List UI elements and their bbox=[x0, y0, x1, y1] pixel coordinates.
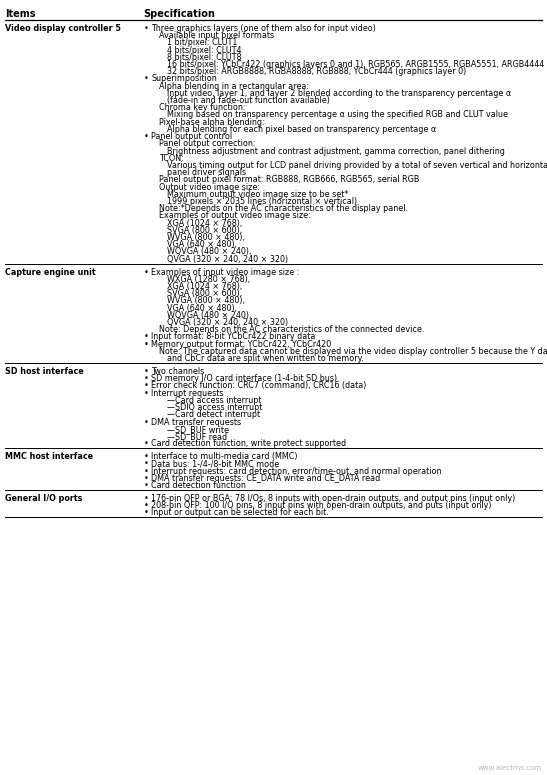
Text: Pixel-base alpha blending:: Pixel-base alpha blending: bbox=[160, 118, 265, 126]
Text: 8 bits/pixel: CLUT8: 8 bits/pixel: CLUT8 bbox=[167, 53, 242, 62]
Text: •: • bbox=[143, 74, 148, 84]
Text: (fade-in and fade-out function available): (fade-in and fade-out function available… bbox=[167, 96, 330, 105]
Text: Available input pixel formats: Available input pixel formats bbox=[160, 31, 275, 40]
Text: Items: Items bbox=[5, 9, 36, 19]
Text: Panel output pixel format: RGB888, RGB666, RGB565, serial RGB: Panel output pixel format: RGB888, RGB66… bbox=[160, 175, 420, 184]
Text: •: • bbox=[143, 474, 148, 483]
Text: •: • bbox=[143, 452, 148, 461]
Text: panel driver signals: panel driver signals bbox=[167, 168, 247, 177]
Text: Interrupt requests: card detection, error/time-out, and normal operation: Interrupt requests: card detection, erro… bbox=[152, 467, 442, 476]
Text: 176-pin QFP or BGA: 78 I/Os, 8 inputs with open-drain outputs, and output pins (: 176-pin QFP or BGA: 78 I/Os, 8 inputs wi… bbox=[152, 494, 516, 503]
Text: Output video image size:: Output video image size: bbox=[160, 183, 260, 191]
Text: Interface to multi-media card (MMC): Interface to multi-media card (MMC) bbox=[152, 452, 298, 461]
Text: •: • bbox=[143, 439, 148, 448]
Text: General I/O ports: General I/O ports bbox=[5, 494, 83, 503]
Text: •: • bbox=[143, 381, 148, 391]
Text: Note:*Depends on the AC characteristics of the display panel.: Note:*Depends on the AC characteristics … bbox=[160, 204, 409, 213]
Text: SVGA (800 × 600),: SVGA (800 × 600), bbox=[167, 289, 243, 298]
Text: SD memory I/O card interface (1-4-bit SD bus): SD memory I/O card interface (1-4-bit SD… bbox=[152, 374, 337, 384]
Text: 32 bits/pixel: ARGB8888, RGBA8888, RGB888, YCbCr444 (graphics layer 0): 32 bits/pixel: ARGB8888, RGBA8888, RGB88… bbox=[167, 67, 467, 76]
Text: —Card detect interrupt: —Card detect interrupt bbox=[167, 410, 260, 419]
Text: Three graphics layers (one of them also for input video): Three graphics layers (one of them also … bbox=[152, 24, 376, 33]
Text: 16 bits/pixel: YCbCr422 (graphics layers 0 and 1), RGB565, ARGB1555, RGBA5551, A: 16 bits/pixel: YCbCr422 (graphics layers… bbox=[167, 60, 545, 69]
Text: Maximum output video image size to be set*: Maximum output video image size to be se… bbox=[167, 190, 349, 198]
Text: Note: The captured data cannot be displayed via the video display controller 5 b: Note: The captured data cannot be displa… bbox=[160, 347, 547, 356]
Text: •: • bbox=[143, 389, 148, 398]
Text: Card detection function: Card detection function bbox=[152, 481, 246, 490]
Text: 4 bits/pixel: CLUT4: 4 bits/pixel: CLUT4 bbox=[167, 46, 242, 54]
Text: www.alectrns.com: www.alectrns.com bbox=[478, 765, 542, 771]
Text: VGA (640 × 480),: VGA (640 × 480), bbox=[167, 240, 237, 250]
Text: QVGA (320 × 240, 240 × 320): QVGA (320 × 240, 240 × 320) bbox=[167, 318, 289, 327]
Text: •: • bbox=[143, 501, 148, 510]
Text: •: • bbox=[143, 494, 148, 503]
Text: Chroma key function:: Chroma key function: bbox=[160, 103, 246, 112]
Text: Alpha blending for each pixel based on transparency percentage α: Alpha blending for each pixel based on t… bbox=[167, 125, 437, 134]
Text: Brightness adjustment and contrast adjustment, gamma correction, panel dithering: Brightness adjustment and contrast adjus… bbox=[167, 146, 505, 156]
Text: Input video, layer 1, and layer 2 blended according to the transparency percenta: Input video, layer 1, and layer 2 blende… bbox=[167, 89, 512, 98]
Text: •: • bbox=[143, 418, 148, 426]
Text: Data bus: 1-/4-/8-bit MMC mode: Data bus: 1-/4-/8-bit MMC mode bbox=[152, 460, 280, 468]
Text: DMA transfer requests: DMA transfer requests bbox=[152, 418, 242, 426]
Text: •: • bbox=[143, 24, 148, 33]
Text: Superimposition: Superimposition bbox=[152, 74, 217, 84]
Text: Error check function: CRC7 (command), CRC16 (data): Error check function: CRC7 (command), CR… bbox=[152, 381, 367, 391]
Text: DMA transfer requests: CE_DATA write and CE_DATA read: DMA transfer requests: CE_DATA write and… bbox=[152, 474, 381, 483]
Text: Various timing output for LCD panel driving provided by a total of seven vertica: Various timing output for LCD panel driv… bbox=[167, 161, 547, 170]
Text: Capture engine unit: Capture engine unit bbox=[5, 267, 96, 277]
Text: •: • bbox=[143, 508, 148, 518]
Text: WVGA (800 × 480),: WVGA (800 × 480), bbox=[167, 233, 246, 242]
Text: Video display controller 5: Video display controller 5 bbox=[5, 24, 121, 33]
Text: WQVGA (480 × 240),: WQVGA (480 × 240), bbox=[167, 311, 252, 320]
Text: Input or output can be selected for each bit.: Input or output can be selected for each… bbox=[152, 508, 329, 518]
Text: Examples of output video image size:: Examples of output video image size: bbox=[160, 212, 311, 220]
Text: and CbCr data are split when written to memory.: and CbCr data are split when written to … bbox=[167, 354, 364, 363]
Text: •: • bbox=[143, 367, 148, 376]
Text: QVGA (320 × 240, 240 × 320): QVGA (320 × 240, 240 × 320) bbox=[167, 255, 289, 264]
Text: 1999 pixels × 2035 lines (horizontal × vertical): 1999 pixels × 2035 lines (horizontal × v… bbox=[167, 197, 358, 206]
Text: Note: Depends on the AC characteristics of the connected device.: Note: Depends on the AC characteristics … bbox=[160, 326, 425, 334]
Text: 1 bit/pixel: CLUT1: 1 bit/pixel: CLUT1 bbox=[167, 39, 238, 47]
Text: XGA (1024 × 768),: XGA (1024 × 768), bbox=[167, 282, 243, 291]
Text: •: • bbox=[143, 467, 148, 476]
Text: •: • bbox=[143, 460, 148, 468]
Text: WXGA (1280 × 768),: WXGA (1280 × 768), bbox=[167, 275, 251, 284]
Text: Alpha blending in a rectangular area:: Alpha blending in a rectangular area: bbox=[160, 81, 310, 91]
Text: Interrupt requests: Interrupt requests bbox=[152, 389, 224, 398]
Text: •: • bbox=[143, 267, 148, 277]
Text: •: • bbox=[143, 332, 148, 342]
Text: WQVGA (480 × 240),: WQVGA (480 × 240), bbox=[167, 247, 252, 257]
Text: Panel output control: Panel output control bbox=[152, 132, 232, 141]
Text: •: • bbox=[143, 481, 148, 490]
Text: WVGA (800 × 480),: WVGA (800 × 480), bbox=[167, 297, 246, 305]
Text: SD host interface: SD host interface bbox=[5, 367, 84, 376]
Text: Mixing based on transparency percentage α using the specified RGB and CLUT value: Mixing based on transparency percentage … bbox=[167, 111, 509, 119]
Text: —SD_BUF write: —SD_BUF write bbox=[167, 425, 230, 434]
Text: —SD_BUF read: —SD_BUF read bbox=[167, 432, 228, 441]
Text: —SDIO access interrupt: —SDIO access interrupt bbox=[167, 403, 263, 412]
Text: •: • bbox=[143, 132, 148, 141]
Text: VGA (640 × 480),: VGA (640 × 480), bbox=[167, 304, 237, 312]
Text: —Card access interrupt: —Card access interrupt bbox=[167, 396, 262, 405]
Text: Card detection function, write protect supported: Card detection function, write protect s… bbox=[152, 439, 347, 448]
Text: •: • bbox=[143, 374, 148, 384]
Text: Memory output format: YCbCr422, YCbCr420: Memory output format: YCbCr422, YCbCr420 bbox=[152, 339, 331, 349]
Text: XGA (1024 × 768),: XGA (1024 × 768), bbox=[167, 219, 243, 228]
Text: Panel output correction:: Panel output correction: bbox=[160, 140, 256, 148]
Text: SVGA (800 × 600),: SVGA (800 × 600), bbox=[167, 226, 243, 235]
Text: Specification: Specification bbox=[143, 9, 216, 19]
Text: •: • bbox=[143, 339, 148, 349]
Text: 208-pin QFP: 100 I/O pins, 8 input pins with open-drain outputs, and puts (input: 208-pin QFP: 100 I/O pins, 8 input pins … bbox=[152, 501, 492, 510]
Text: TCON:: TCON: bbox=[160, 153, 184, 163]
Text: MMC host interface: MMC host interface bbox=[5, 452, 93, 461]
Text: Input format: 8-bit YCbCr422 binary data: Input format: 8-bit YCbCr422 binary data bbox=[152, 332, 316, 342]
Text: Examples of input video image size :: Examples of input video image size : bbox=[152, 267, 300, 277]
Text: Two channels: Two channels bbox=[152, 367, 205, 376]
